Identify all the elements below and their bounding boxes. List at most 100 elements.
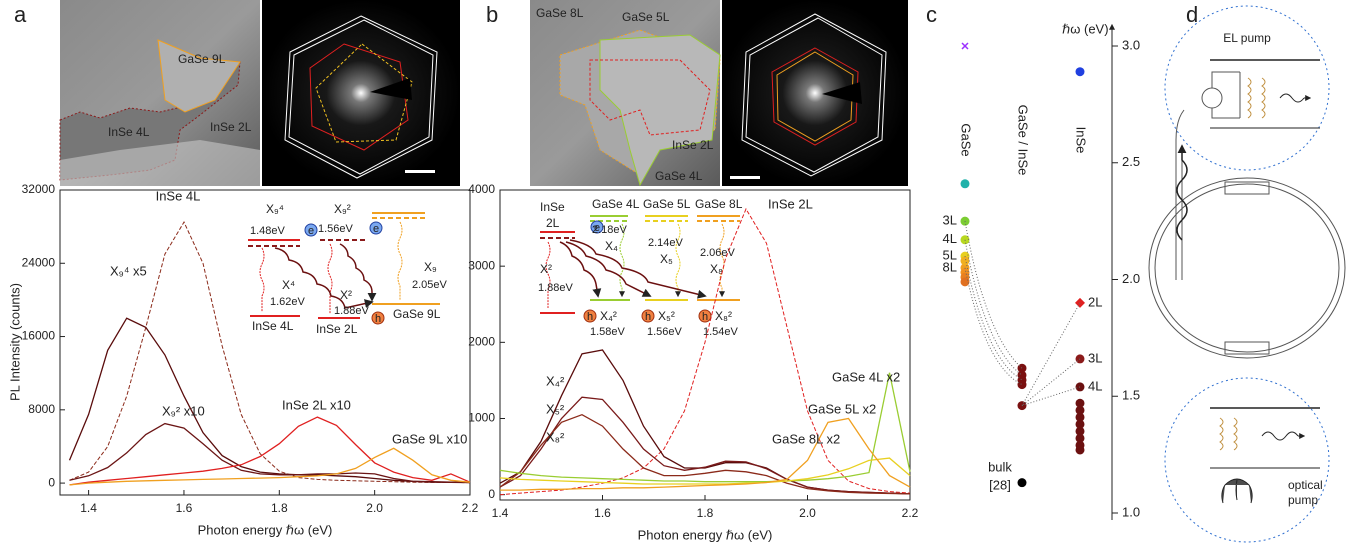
series-label: InSe 2L bbox=[768, 196, 813, 211]
inset-label: InSe 2L bbox=[316, 322, 358, 336]
inset-a-text: X₉⁴ 1.48eV X₉² 1.56eV X⁴ 1.62eV X² 1.88e… bbox=[250, 202, 448, 336]
inset-b-text: InSe 2L GaSe 4L GaSe 5L GaSe 8L 2.18eV X… bbox=[538, 197, 743, 338]
series-label: GaSe 9L x10 bbox=[392, 431, 467, 446]
x-tick-label: 1.8 bbox=[271, 501, 288, 515]
image-label: GaSe 9L bbox=[178, 52, 226, 66]
inset-label: 2.18eV bbox=[592, 224, 628, 236]
point bbox=[960, 277, 970, 287]
diagram-label: EL pump bbox=[1223, 31, 1271, 45]
point-label: 3L bbox=[943, 213, 957, 228]
y-tick-label: 0 bbox=[488, 487, 495, 501]
series-label: InSe 4L bbox=[156, 188, 201, 203]
point bbox=[1075, 419, 1085, 429]
afm-image-b: GaSe 8L GaSe 5L InSe 2L GaSe 4L bbox=[530, 0, 721, 187]
inset-label: e bbox=[594, 222, 600, 234]
x-tick-label: 2.0 bbox=[799, 506, 816, 520]
image-label: InSe 4L bbox=[108, 125, 150, 139]
inset-label: X₉ bbox=[424, 260, 437, 274]
point-label: 5L bbox=[943, 248, 957, 263]
connector bbox=[964, 267, 1023, 386]
y-tick-label: 2000 bbox=[468, 335, 495, 349]
inset-label: 2L bbox=[546, 216, 560, 230]
x-tick-label: 2.0 bbox=[366, 501, 383, 515]
series-label: GaSe 4L x2 bbox=[832, 369, 900, 384]
point bbox=[1075, 426, 1085, 436]
inset-label: 1.58eV bbox=[590, 326, 626, 338]
inset-label: h bbox=[702, 311, 708, 323]
plot-frame bbox=[59, 189, 471, 496]
inset-label: 1.88eV bbox=[538, 282, 574, 294]
x-axis-title: Photon energy ℏω (eV) bbox=[638, 527, 773, 542]
point-label: 4L bbox=[1088, 378, 1102, 393]
y-tick-label: 0 bbox=[48, 475, 55, 489]
connector bbox=[1021, 386, 1081, 407]
inset-label: InSe 4L bbox=[252, 319, 294, 333]
series-label: InSe 2L x10 bbox=[282, 397, 351, 412]
annotation: [28] bbox=[989, 477, 1011, 492]
inset-label: GaSe 8L bbox=[695, 197, 743, 211]
series-label: X₉² x10 bbox=[162, 403, 205, 418]
series-label: GaSe 5L x2 bbox=[808, 401, 876, 416]
inset-label: 2.06eV bbox=[700, 247, 736, 259]
inset-label: 1.88eV bbox=[334, 305, 370, 317]
spectrum-line bbox=[499, 372, 911, 483]
inset-label: X₉⁴ bbox=[266, 202, 284, 216]
y-tick-label: 1.5 bbox=[1122, 388, 1140, 403]
inset-label: GaSe 5L bbox=[643, 197, 691, 211]
inset-label: 1.62eV bbox=[270, 296, 306, 308]
inset-label: 1.56eV bbox=[318, 223, 354, 235]
point-stroke bbox=[961, 42, 969, 50]
inset-label: e bbox=[373, 223, 379, 235]
connector bbox=[964, 256, 1023, 381]
image-label: InSe 2L bbox=[210, 120, 252, 134]
connector bbox=[1021, 358, 1081, 406]
inset-label: X₄ bbox=[605, 239, 618, 253]
column-label: InSe bbox=[1074, 127, 1089, 154]
inset-label: X₄² bbox=[600, 309, 617, 323]
plot-frame bbox=[499, 189, 911, 501]
inset-label: X₈² bbox=[715, 309, 732, 323]
point-label: 4L bbox=[943, 231, 957, 246]
column-label: GaSe bbox=[959, 123, 974, 156]
spectrum-line bbox=[500, 417, 911, 491]
point bbox=[1075, 433, 1085, 443]
point-label: bulk bbox=[988, 459, 1012, 474]
inset-label: 1.56eV bbox=[647, 326, 683, 338]
inset-label: X₅² bbox=[658, 309, 675, 323]
inset-label: 2.05eV bbox=[412, 279, 448, 291]
x-tick-label: 2.2 bbox=[902, 506, 919, 520]
inset-label: 1.54eV bbox=[703, 326, 739, 338]
image-label: GaSe 5L bbox=[622, 10, 670, 24]
inset-label: X₉² bbox=[334, 202, 351, 216]
panel-label: c bbox=[926, 2, 937, 27]
spectrum-line bbox=[499, 457, 911, 485]
inset-label: X₅ bbox=[660, 252, 673, 266]
inset-label: e bbox=[308, 225, 314, 237]
inset-a bbox=[248, 212, 440, 325]
inset-label: 1.48eV bbox=[250, 225, 286, 237]
point bbox=[960, 256, 970, 266]
spectrum-line bbox=[499, 413, 911, 495]
spectrum-line bbox=[69, 447, 471, 486]
point bbox=[1075, 405, 1085, 415]
y-tick-label: 8000 bbox=[28, 402, 55, 416]
y-tick-label: 4000 bbox=[468, 182, 495, 196]
point-label: 8L bbox=[943, 259, 957, 274]
connector bbox=[964, 221, 1023, 369]
point bbox=[1075, 445, 1085, 455]
inset-label: X⁴ bbox=[282, 278, 295, 292]
saed-image-a bbox=[262, 0, 460, 186]
point bbox=[961, 42, 969, 50]
series-label: X₈² bbox=[546, 429, 565, 444]
y-tick-label: 2.5 bbox=[1122, 154, 1140, 169]
series-label: X₉⁴ x5 bbox=[110, 263, 147, 278]
inset-label: GaSe 9L bbox=[393, 307, 441, 321]
image-label: InSe 2L bbox=[672, 138, 714, 152]
diagram-d bbox=[1148, 5, 1346, 543]
column-label: GaSe / InSe bbox=[1016, 105, 1031, 176]
inset-label: h bbox=[587, 311, 593, 323]
spectrum-line bbox=[68, 317, 471, 484]
image-label: GaSe 4L bbox=[655, 169, 703, 183]
